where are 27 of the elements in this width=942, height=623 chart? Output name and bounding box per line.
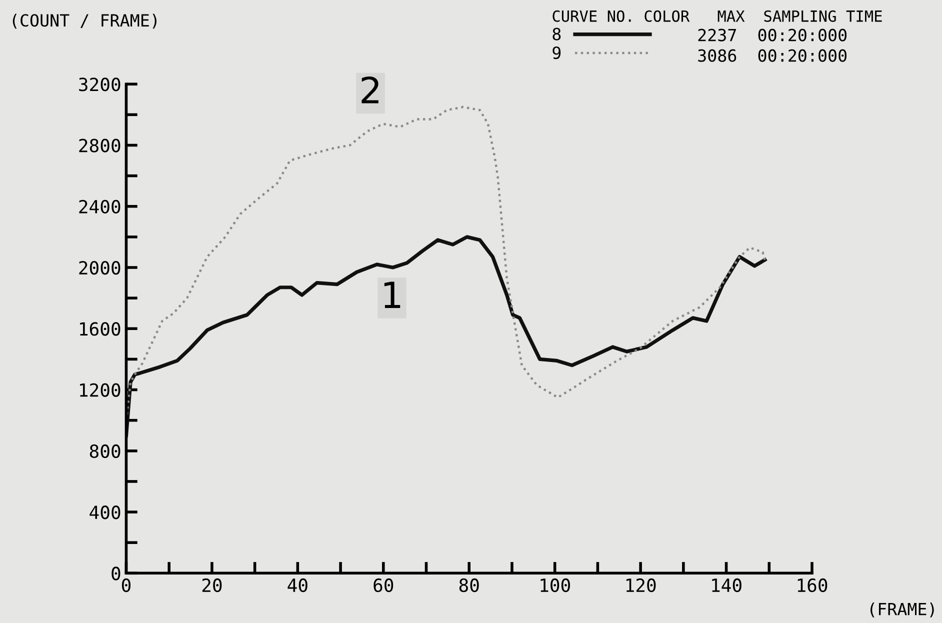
x-tick-label: 120 — [626, 578, 656, 592]
text: 2237 00:20:000 — [698, 28, 847, 42]
y-tick-label: 2400 — [79, 200, 120, 214]
y-tick-label: 2000 — [79, 261, 120, 275]
x-axis-title: (FRAME) — [870, 602, 934, 618]
x-tick-label: 40 — [288, 578, 308, 592]
y-tick-label: 0 — [112, 566, 120, 580]
x-tick-label: 0 — [122, 578, 130, 592]
x-tick-label: 80 — [459, 578, 479, 592]
x-tick-label: 140 — [712, 578, 742, 592]
x-tick-label: 100 — [540, 578, 570, 592]
legend-title: CURVE NO. COLOR MAX SAMPLING TIME — [552, 10, 882, 22]
x-tick-label: 20 — [202, 578, 222, 592]
annotation: 2 — [362, 76, 378, 104]
text: 3086 00:20:000 — [698, 49, 847, 62]
y-tick-label: 3200 — [79, 78, 120, 92]
legend-label: 9 — [552, 46, 561, 60]
legend-label: 8 — [552, 28, 561, 40]
y-tick-label: 400 — [90, 506, 120, 520]
y-axis-title: (COUNT / FRAME) — [12, 14, 156, 29]
y-tick-label: 1600 — [80, 322, 120, 336]
x-tick-label: 160 — [798, 578, 828, 592]
x-tick-label: 60 — [374, 578, 394, 592]
y-tick-label: 1200 — [80, 383, 120, 397]
annotation: 1 — [384, 282, 400, 308]
y-tick-label: 2800 — [79, 138, 120, 152]
y-tick-label: 800 — [90, 444, 120, 458]
